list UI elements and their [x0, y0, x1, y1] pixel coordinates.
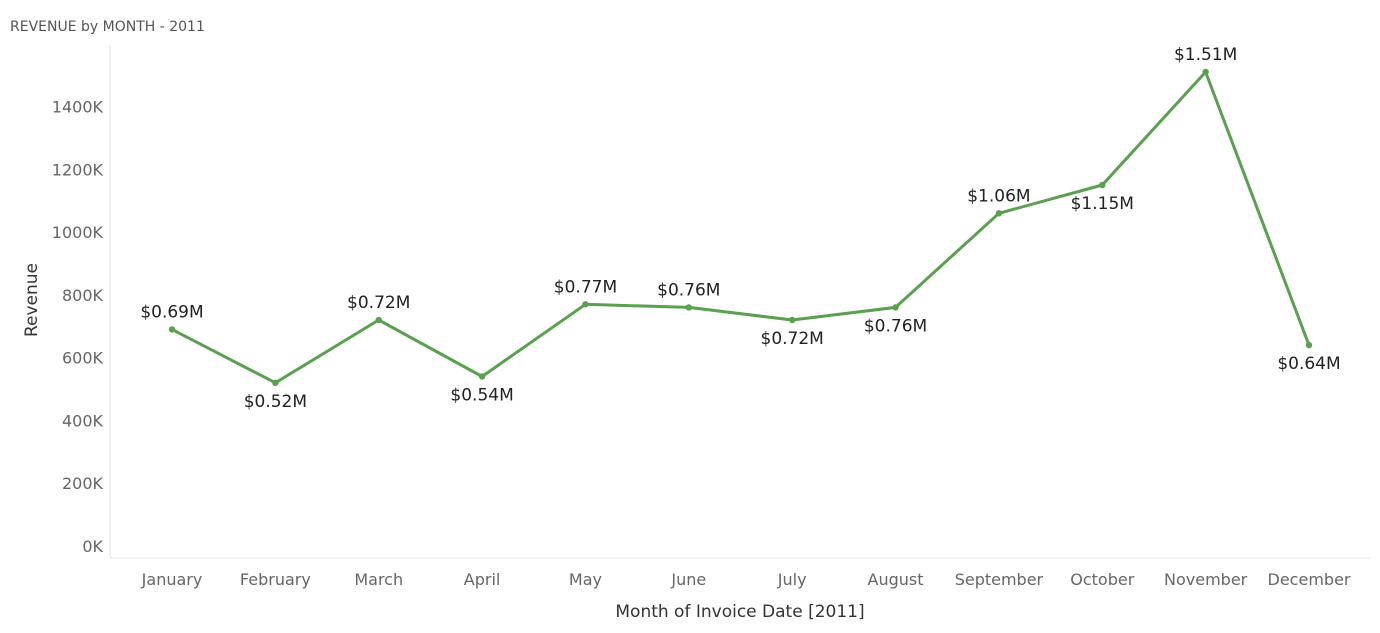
y-tick-label: 400K — [62, 411, 104, 430]
x-tick-label: October — [1070, 570, 1134, 589]
data-label: $0.52M — [244, 392, 307, 412]
data-point — [995, 210, 1003, 217]
x-tick-label: September — [955, 570, 1044, 589]
x-tick-label: January — [141, 570, 203, 589]
data-label: $0.54M — [450, 385, 513, 405]
y-tick-label: 1400K — [52, 98, 104, 117]
y-tick-label: 200K — [62, 474, 104, 493]
x-axis-title: Month of Invoice Date [2011] — [615, 602, 864, 622]
chart-title: REVENUE by MONTH - 2011 — [10, 19, 205, 35]
x-tick-label: August — [868, 570, 924, 589]
data-point — [168, 326, 176, 333]
data-label: $0.72M — [761, 329, 824, 349]
data-label: $0.76M — [657, 280, 720, 300]
y-tick-label: 800K — [62, 286, 104, 305]
data-point — [478, 373, 486, 380]
data-point — [1099, 181, 1106, 189]
data-label: $0.76M — [864, 316, 927, 336]
data-point — [1305, 341, 1313, 349]
data-point — [272, 379, 279, 386]
x-tick-label: February — [240, 570, 311, 589]
data-label: $1.15M — [1071, 194, 1134, 214]
y-axis-title: Revenue — [22, 263, 42, 337]
x-tick-label: July — [777, 570, 807, 589]
data-point — [582, 301, 589, 308]
data-labels: $0.69M $0.52M $0.72M $0.54M $0.77M $0.76M $0.7… — [140, 45, 1340, 412]
x-tick-label: May — [569, 570, 602, 589]
x-tick-label: April — [464, 570, 501, 589]
data-label: $1.51M — [1174, 45, 1237, 65]
y-tick-label: 1000K — [52, 223, 104, 242]
x-tick-label: June — [670, 570, 706, 589]
x-axis-ticks: January February March April May June July Augu… — [141, 570, 1351, 589]
data-label: $0.72M — [347, 293, 410, 313]
series-revenue — [168, 68, 1313, 386]
data-label: $0.64M — [1277, 354, 1340, 374]
data-point — [892, 304, 899, 311]
data-point — [1202, 68, 1209, 76]
data-label: $1.06M — [967, 186, 1030, 206]
y-tick-label: 1200K — [52, 160, 104, 179]
data-point — [375, 316, 382, 324]
data-label: $0.69M — [140, 302, 203, 322]
data-point — [685, 304, 693, 311]
y-axis-ticks: 0K 200K 400K 600K 800K 1000K 1200K 1400K — [52, 98, 104, 556]
x-tick-label: March — [354, 570, 403, 589]
data-label: $0.77M — [554, 277, 617, 297]
data-point — [788, 316, 796, 324]
series-line — [170, 70, 1311, 385]
y-tick-label: 0K — [82, 537, 103, 556]
y-tick-label: 600K — [62, 349, 104, 368]
x-tick-label: November — [1164, 570, 1248, 589]
x-tick-label: December — [1268, 570, 1351, 589]
